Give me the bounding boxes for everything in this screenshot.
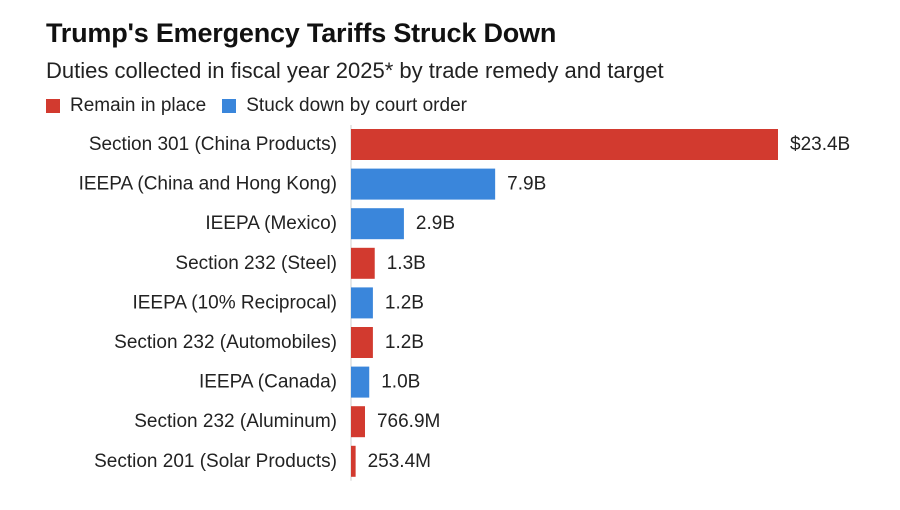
chart-subtitle: Duties collected in fiscal year 2025* by… — [46, 58, 664, 83]
chart-title: Trump's Emergency Tariffs Struck Down — [46, 18, 557, 48]
bar-remain — [351, 247, 375, 279]
legend-swatch-remain — [46, 99, 60, 113]
category-label: IEEPA (Mexico) — [205, 213, 337, 234]
bar-struck — [351, 208, 404, 240]
category-label: IEEPA (10% Reciprocal) — [132, 292, 337, 313]
value-label: $23.4B — [790, 134, 850, 155]
category-label: Section 232 (Aluminum) — [134, 411, 337, 432]
category-label: Section 232 (Automobiles) — [114, 332, 337, 353]
category-label: IEEPA (China and Hong Kong) — [79, 174, 337, 195]
legend-label-struck: Stuck down by court order — [246, 95, 467, 116]
category-label: IEEPA (Canada) — [199, 372, 337, 393]
legend-item-struck: Stuck down by court order — [222, 95, 467, 117]
category-label: Section 201 (Solar Products) — [94, 451, 337, 472]
value-label: 1.2B — [385, 332, 424, 353]
value-label: 766.9M — [377, 411, 440, 432]
value-label: 1.0B — [381, 372, 420, 393]
bar-remain — [351, 406, 365, 438]
chart-legend: Remain in place Stuck down by court orde… — [46, 95, 483, 117]
bar-remain — [351, 445, 356, 477]
value-label: 1.3B — [387, 253, 426, 274]
category-label: Section 301 (China Products) — [89, 134, 337, 155]
value-label: 7.9B — [507, 174, 546, 195]
value-label: 253.4M — [368, 451, 431, 472]
legend-swatch-struck — [222, 99, 237, 113]
bar-remain — [351, 129, 778, 160]
bar-struck — [351, 366, 370, 398]
value-label: 2.9B — [416, 213, 455, 234]
legend-label-remain: Remain in place — [70, 95, 207, 116]
bar-remain — [351, 327, 373, 358]
bar-struck — [351, 287, 373, 319]
category-label: Section 232 (Steel) — [175, 253, 337, 274]
legend-item-remain: Remain in place — [46, 95, 206, 117]
bar-struck — [351, 168, 496, 200]
value-label: 1.2B — [385, 292, 424, 313]
